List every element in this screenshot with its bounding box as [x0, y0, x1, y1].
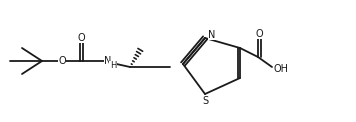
Text: N: N	[104, 56, 112, 66]
Text: S: S	[202, 96, 208, 106]
Text: H: H	[110, 61, 116, 71]
Text: N: N	[208, 30, 216, 40]
Text: OH: OH	[273, 64, 288, 74]
Text: O: O	[58, 56, 66, 66]
Text: O: O	[255, 29, 263, 39]
Text: O: O	[77, 33, 85, 43]
